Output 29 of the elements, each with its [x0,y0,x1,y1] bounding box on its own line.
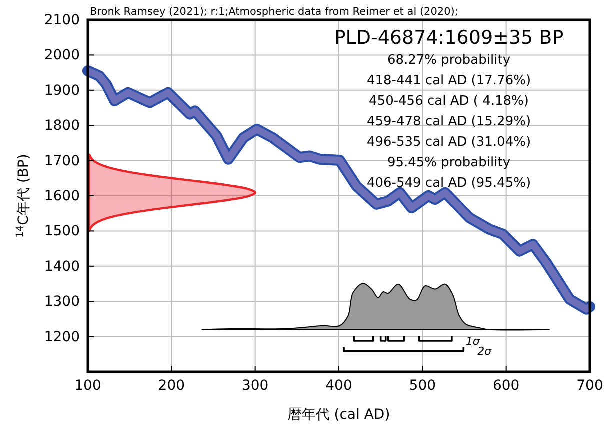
chart-subtitle: Bronk Ramsey (2021); r:1;Atmospheric data from Reimer et al (2020); [90,6,458,18]
annotation: 2σ [478,345,493,358]
x-tick-label: 700 [576,378,604,394]
y-tick-label: 1300 [44,294,80,310]
y-tick-label: 2100 [44,12,80,28]
y-tick-label: 1500 [44,224,80,240]
annotation: 459-478 cal AD (15.29%) [366,114,532,130]
annotation: 1σ [466,334,481,348]
chart-title: PLD-46874:1609±35 BP [334,27,564,49]
y-tick-label: 2000 [44,48,80,64]
annotation: 496-535 cal AD (31.04%) [366,135,532,150]
y-tick-label: 1200 [44,329,80,346]
x-tick-label: 300 [242,378,269,394]
x-tick-label: 400 [326,378,352,394]
x-axis-title: 暦年代 (cal AD) [288,407,390,423]
y-tick-label: 1700 [44,153,80,170]
annotation: 95.45% probability [387,156,511,170]
annotation: 68.27% probability [387,53,511,68]
x-tick-label: 100 [74,378,102,394]
y-tick-label: 1600 [44,188,80,204]
annotation: 406-549 cal AD (95.45%) [366,176,532,191]
y-tick-label: 1400 [44,258,80,275]
annotation: 418-441 cal AD (17.76%) [366,74,532,88]
y-tick-label: 1800 [44,118,80,134]
x-tick-label: 600 [492,378,520,394]
annotation: 450-456 cal AD ( 4.18%) [369,94,529,109]
x-tick-label: 500 [409,378,436,394]
x-tick-label: 200 [158,378,186,394]
y-tick-label: 1900 [44,82,80,99]
